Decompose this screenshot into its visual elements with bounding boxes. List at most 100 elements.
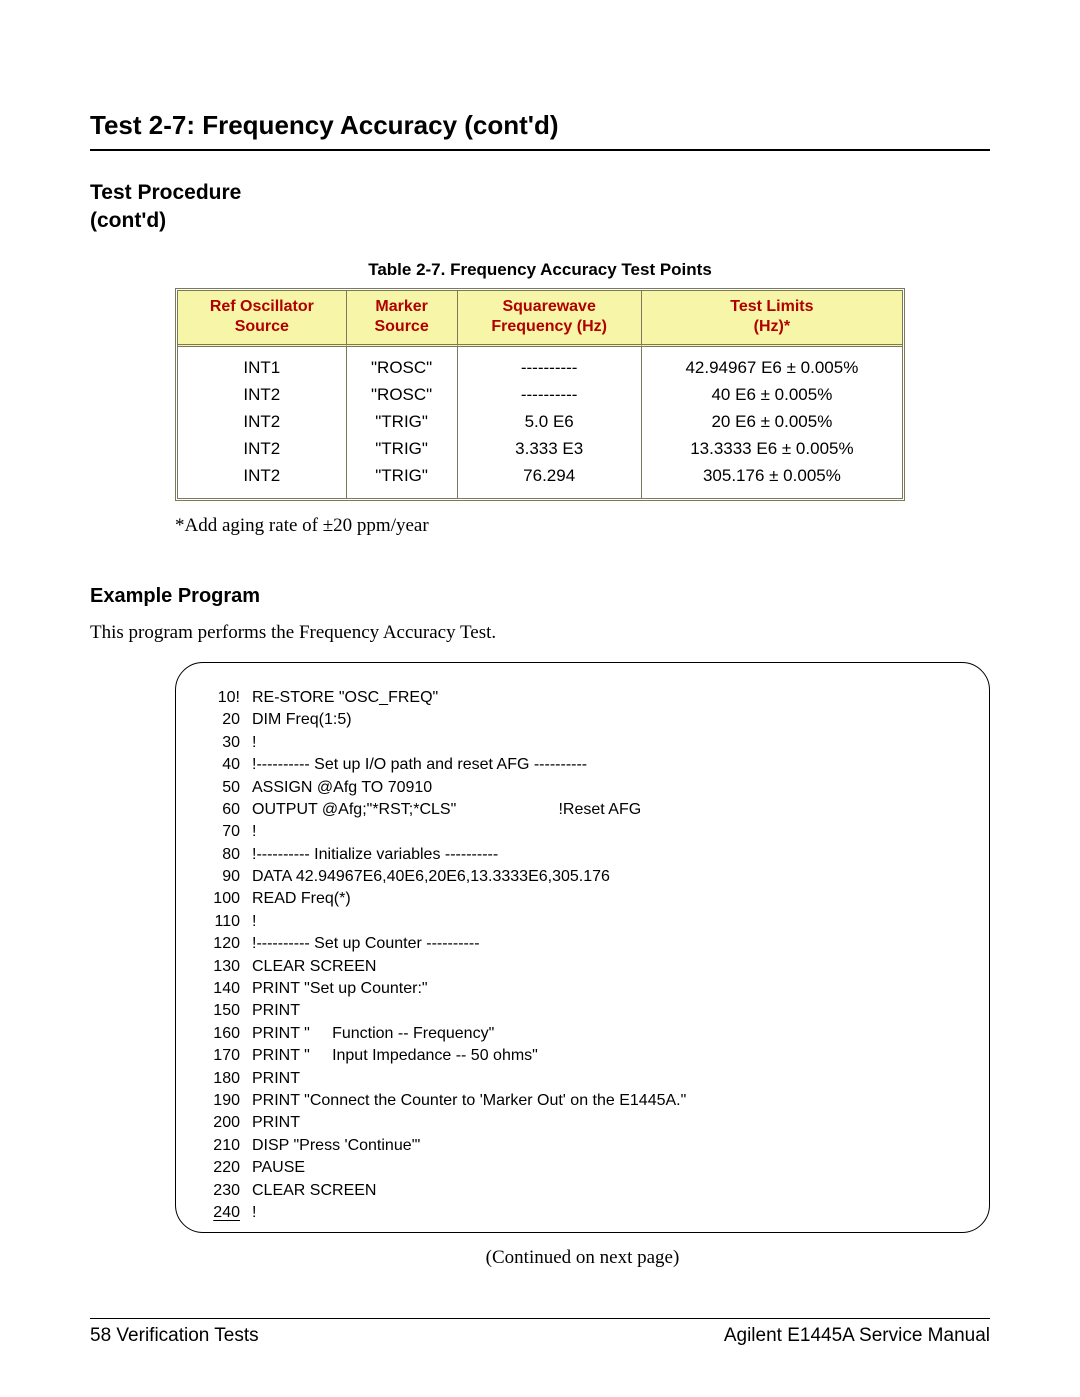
table-cell: "ROSC" bbox=[347, 347, 458, 382]
col-test-limits: Test Limits (Hz)* bbox=[642, 291, 902, 348]
section-heading-line1: Test Procedure bbox=[90, 181, 241, 204]
code-line-text: PAUSE bbox=[252, 1157, 959, 1179]
code-line-number: 220 bbox=[206, 1157, 252, 1179]
table-cell: ---------- bbox=[458, 347, 642, 382]
col-header-text: Marker bbox=[375, 298, 427, 315]
table-cell: "TRIG" bbox=[347, 436, 458, 463]
code-line: 110! bbox=[206, 911, 959, 933]
col-header-text: Ref Oscillator bbox=[210, 298, 314, 315]
example-program-heading: Example Program bbox=[90, 585, 990, 608]
col-header-text: (Hz)* bbox=[754, 318, 790, 335]
code-line-number: 240 bbox=[206, 1202, 252, 1224]
page-title: Test 2-7: Frequency Accuracy (cont'd) bbox=[90, 110, 990, 151]
code-line-text: PRINT bbox=[252, 1112, 959, 1134]
table-cell: INT2 bbox=[178, 463, 347, 498]
frequency-table-wrap: Ref Oscillator Source Marker Source Squa… bbox=[175, 288, 905, 501]
code-line-number: 160 bbox=[206, 1023, 252, 1045]
code-line: 160PRINT " Function -- Frequency" bbox=[206, 1023, 959, 1045]
code-line: 30! bbox=[206, 732, 959, 754]
code-line: 80!---------- Initialize variables -----… bbox=[206, 844, 959, 866]
col-header-text: Source bbox=[235, 318, 289, 335]
code-line-number: 140 bbox=[206, 978, 252, 1000]
table-cell: "TRIG" bbox=[347, 409, 458, 436]
code-line: 140PRINT "Set up Counter:" bbox=[206, 978, 959, 1000]
code-line: 220PAUSE bbox=[206, 1157, 959, 1179]
table-header-row: Ref Oscillator Source Marker Source Squa… bbox=[178, 291, 902, 348]
code-line: 10!RE-STORE "OSC_FREQ" bbox=[206, 687, 959, 709]
code-line: 70! bbox=[206, 821, 959, 843]
code-line-number: 50 bbox=[206, 777, 252, 799]
continued-note: (Continued on next page) bbox=[175, 1247, 990, 1269]
table-cell: 76.294 bbox=[458, 463, 642, 498]
table-cell: 3.333 E3 bbox=[458, 436, 642, 463]
col-header-text: Squarewave bbox=[502, 298, 595, 315]
code-line-number: 40 bbox=[206, 754, 252, 776]
code-line-number: 170 bbox=[206, 1045, 252, 1067]
code-line-number: 230 bbox=[206, 1180, 252, 1202]
code-line-text: ASSIGN @Afg TO 70910 bbox=[252, 777, 959, 799]
table-cell: "ROSC" bbox=[347, 382, 458, 409]
example-program-intro: This program performs the Frequency Accu… bbox=[90, 622, 990, 644]
code-line: 90DATA 42.94967E6,40E6,20E6,13.3333E6,30… bbox=[206, 866, 959, 888]
code-line-number: 200 bbox=[206, 1112, 252, 1134]
code-line-number: 20 bbox=[206, 709, 252, 731]
table-cell: INT1 bbox=[178, 347, 347, 382]
code-line-number: 70 bbox=[206, 821, 252, 843]
code-line-text: !---------- Initialize variables -------… bbox=[252, 844, 959, 866]
code-line: 170PRINT " Input Impedance -- 50 ohms" bbox=[206, 1045, 959, 1067]
code-line: 20DIM Freq(1:5) bbox=[206, 709, 959, 731]
code-line-text: !---------- Set up I/O path and reset AF… bbox=[252, 754, 959, 776]
code-line: 120!---------- Set up Counter ---------- bbox=[206, 933, 959, 955]
table-row: INT2"TRIG"76.294305.176 ± 0.005% bbox=[178, 463, 902, 498]
code-line-text: PRINT " Function -- Frequency" bbox=[252, 1023, 959, 1045]
example-program-code: 10!RE-STORE "OSC_FREQ"20DIM Freq(1:5)30!… bbox=[175, 662, 990, 1233]
code-line-number: 100 bbox=[206, 888, 252, 910]
col-header-text: Source bbox=[374, 318, 428, 335]
col-squarewave-freq: Squarewave Frequency (Hz) bbox=[458, 291, 642, 348]
col-marker-source: Marker Source bbox=[347, 291, 458, 348]
code-line-number: 210 bbox=[206, 1135, 252, 1157]
code-line: 180PRINT bbox=[206, 1068, 959, 1090]
code-line-text: ! bbox=[252, 911, 959, 933]
code-line-number: 190 bbox=[206, 1090, 252, 1112]
footer-left-text: Verification Tests bbox=[111, 1325, 259, 1346]
table-row: INT2"TRIG"5.0 E620 E6 ± 0.005% bbox=[178, 409, 902, 436]
table-cell: ---------- bbox=[458, 382, 642, 409]
page-number: 58 bbox=[90, 1325, 111, 1346]
section-heading: Test Procedure (cont'd) bbox=[90, 179, 990, 236]
code-line: 100READ Freq(*) bbox=[206, 888, 959, 910]
code-line-text: DATA 42.94967E6,40E6,20E6,13.3333E6,305.… bbox=[252, 866, 959, 888]
table-cell: INT2 bbox=[178, 409, 347, 436]
code-line-text: CLEAR SCREEN bbox=[252, 1180, 959, 1202]
code-line-text: ! bbox=[252, 732, 959, 754]
table-cell: 20 E6 ± 0.005% bbox=[642, 409, 902, 436]
code-line-number: 90 bbox=[206, 866, 252, 888]
table-row: INT2"TRIG"3.333 E313.3333 E6 ± 0.005% bbox=[178, 436, 902, 463]
code-line-number: 10! bbox=[206, 687, 252, 709]
table-cell: 5.0 E6 bbox=[458, 409, 642, 436]
col-header-text: Frequency (Hz) bbox=[491, 318, 607, 335]
code-line-number: 150 bbox=[206, 1000, 252, 1022]
table-row: INT1"ROSC"----------42.94967 E6 ± 0.005% bbox=[178, 347, 902, 382]
table-footnote: *Add aging rate of ±20 ppm/year bbox=[175, 515, 990, 537]
code-line-text: PRINT "Connect the Counter to 'Marker Ou… bbox=[252, 1090, 959, 1112]
table-cell: 305.176 ± 0.005% bbox=[642, 463, 902, 498]
code-line-number: 180 bbox=[206, 1068, 252, 1090]
col-ref-oscillator: Ref Oscillator Source bbox=[178, 291, 347, 348]
code-line-number: 80 bbox=[206, 844, 252, 866]
code-line: 210DISP "Press 'Continue'" bbox=[206, 1135, 959, 1157]
code-line: 50ASSIGN @Afg TO 70910 bbox=[206, 777, 959, 799]
code-line-text: ! bbox=[252, 821, 959, 843]
code-line-text: DIM Freq(1:5) bbox=[252, 709, 959, 731]
table-cell: 42.94967 E6 ± 0.005% bbox=[642, 347, 902, 382]
code-line-text: !---------- Set up Counter ---------- bbox=[252, 933, 959, 955]
col-header-text: Test Limits bbox=[730, 298, 813, 315]
table-caption: Table 2-7. Frequency Accuracy Test Point… bbox=[90, 260, 990, 280]
code-line-text: READ Freq(*) bbox=[252, 888, 959, 910]
code-line: 200PRINT bbox=[206, 1112, 959, 1134]
code-line-number: 60 bbox=[206, 799, 252, 821]
code-line: 130CLEAR SCREEN bbox=[206, 956, 959, 978]
code-line: 240! bbox=[206, 1202, 959, 1224]
code-line: 150PRINT bbox=[206, 1000, 959, 1022]
code-line-text: PRINT "Set up Counter:" bbox=[252, 978, 959, 1000]
